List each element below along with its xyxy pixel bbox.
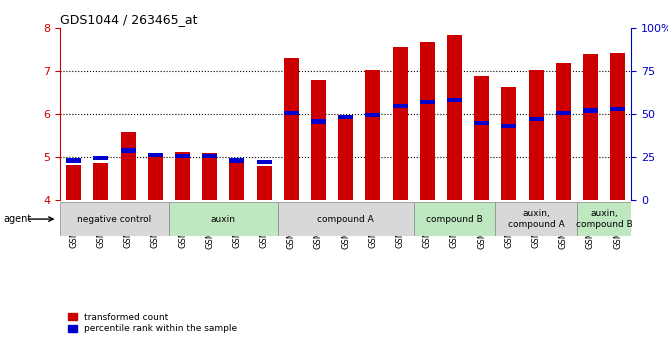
Text: auxin: auxin: [211, 215, 236, 224]
Bar: [577, 202, 631, 236]
Bar: [393, 104, 407, 108]
Text: auxin,
compound A: auxin, compound A: [508, 209, 564, 229]
Bar: [528, 117, 544, 121]
Bar: [474, 121, 489, 126]
Bar: [556, 111, 570, 115]
Bar: [284, 58, 299, 200]
Bar: [338, 117, 353, 200]
Text: auxin,
compound B: auxin, compound B: [576, 209, 633, 229]
Bar: [583, 108, 598, 112]
Bar: [311, 80, 326, 200]
Bar: [202, 154, 217, 158]
Bar: [556, 63, 570, 200]
Bar: [148, 152, 163, 157]
Bar: [229, 163, 244, 200]
Bar: [229, 158, 244, 162]
Bar: [66, 165, 81, 200]
Bar: [474, 76, 489, 200]
Bar: [420, 100, 435, 104]
Bar: [175, 154, 190, 158]
Bar: [94, 162, 108, 200]
Bar: [66, 158, 81, 162]
Bar: [284, 111, 299, 115]
Bar: [278, 202, 413, 236]
Bar: [610, 52, 625, 200]
Bar: [60, 202, 169, 236]
Bar: [169, 202, 278, 236]
Bar: [502, 87, 516, 200]
Bar: [311, 119, 326, 124]
Legend: transformed count, percentile rank within the sample: transformed count, percentile rank withi…: [65, 309, 241, 337]
Bar: [447, 36, 462, 200]
Bar: [338, 115, 353, 119]
Bar: [175, 152, 190, 200]
Bar: [610, 107, 625, 111]
Bar: [202, 152, 217, 200]
Text: compound A: compound A: [317, 215, 374, 224]
Bar: [528, 70, 544, 200]
Bar: [365, 112, 380, 117]
Bar: [495, 202, 577, 236]
Bar: [148, 154, 163, 200]
Bar: [257, 166, 272, 200]
Bar: [365, 70, 380, 200]
Bar: [413, 202, 495, 236]
Bar: [502, 124, 516, 128]
Text: agent: agent: [3, 214, 31, 224]
Bar: [94, 156, 108, 160]
Bar: [257, 160, 272, 164]
Bar: [121, 148, 136, 152]
Text: compound B: compound B: [426, 215, 483, 224]
Bar: [121, 132, 136, 200]
Bar: [420, 42, 435, 200]
Bar: [393, 47, 407, 200]
Bar: [447, 98, 462, 102]
Bar: [583, 55, 598, 200]
Text: GDS1044 / 263465_at: GDS1044 / 263465_at: [60, 13, 198, 27]
Text: negative control: negative control: [77, 215, 152, 224]
